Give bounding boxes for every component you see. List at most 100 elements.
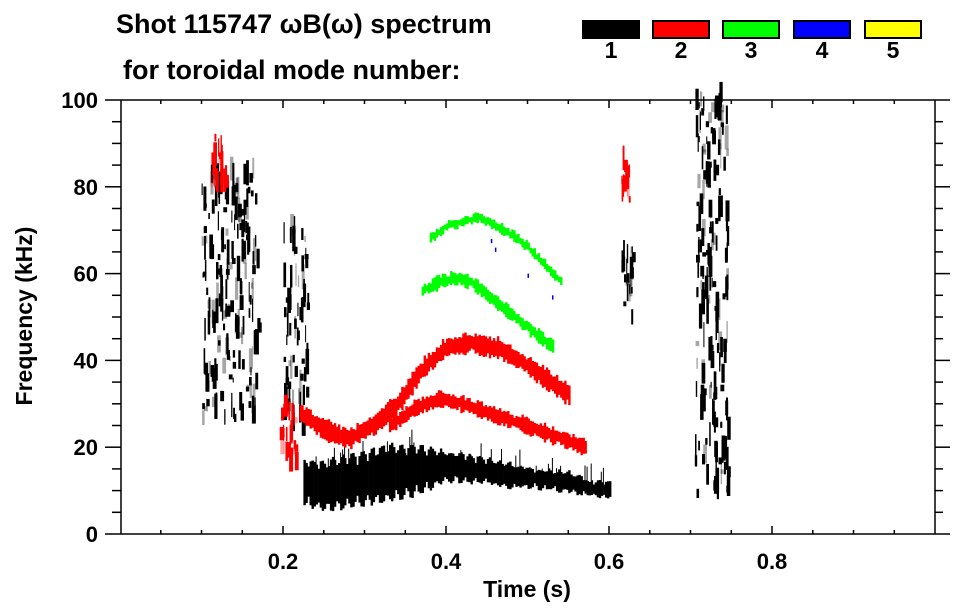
spectral-mark [211, 299, 215, 324]
spectral-mark [294, 451, 299, 471]
spectral-mark [624, 159, 628, 173]
spectral-mark [472, 280, 475, 289]
spectral-mark [233, 407, 235, 420]
spectral-mark [488, 218, 492, 226]
spectral-mark [289, 322, 292, 336]
spectral-mark [578, 437, 581, 452]
spectral-mark [723, 461, 726, 475]
spectral-mark [217, 268, 220, 275]
spectral-mark [299, 307, 302, 321]
spectral-mark [708, 255, 713, 277]
spectral-mark [535, 331, 538, 341]
spectral-mark [214, 358, 217, 368]
spectral-mark [427, 352, 431, 372]
spectral-mark [507, 304, 510, 319]
spectral-mark [237, 197, 241, 222]
spectral-mark [202, 410, 205, 425]
spectral-mark [413, 399, 416, 417]
spectral-mark [240, 281, 243, 295]
spectral-mark [229, 156, 234, 181]
x-tick-label: 0.6 [594, 549, 625, 574]
spectral-mark [572, 434, 575, 451]
spectral-mark [492, 338, 496, 358]
spectral-mark [305, 462, 308, 503]
spectral-mark [229, 262, 233, 270]
spectral-mark [290, 264, 293, 288]
spectral-mark [708, 294, 711, 304]
spectral-mark [462, 454, 465, 481]
spectral-mark [460, 395, 463, 414]
spectral-mark [435, 455, 439, 482]
spectral-mark [250, 367, 252, 376]
spectral-mark [374, 414, 378, 435]
spectral-mark [503, 226, 506, 236]
spectral-mark [712, 398, 714, 424]
spectral-mark [517, 352, 520, 369]
feature-burst [201, 156, 262, 425]
spectral-mark [203, 271, 206, 277]
spectral-mark [309, 461, 312, 506]
spectral-mark [245, 222, 249, 234]
spectral-mark [626, 179, 628, 197]
spectral-mark [287, 381, 292, 390]
spectral-mark [213, 142, 217, 166]
spectral-mark [547, 428, 551, 439]
spectral-mark [464, 400, 467, 410]
spectral-mark [216, 282, 219, 302]
spectral-mark [231, 241, 234, 259]
spectral-mark [564, 432, 567, 449]
spectral-mark [234, 413, 237, 422]
spectral-mark [317, 468, 320, 503]
legend-swatch-2 [652, 20, 710, 39]
spectral-mark [230, 300, 234, 313]
spectral-mark [227, 303, 231, 315]
spectral-mark [241, 219, 245, 238]
spectral-mark [248, 348, 253, 373]
spectral-mark [594, 482, 598, 496]
spectral-mark [293, 409, 295, 426]
spectral-mark [470, 454, 472, 457]
spectral-mark [552, 295, 554, 300]
spectral-mark [313, 461, 316, 507]
spectral-mark [290, 420, 294, 441]
spectral-mark [376, 412, 380, 431]
spectral-mark [726, 485, 730, 493]
spectral-mark [450, 338, 453, 354]
spectral-mark [503, 303, 506, 315]
spectral-mark [232, 184, 236, 202]
spectral-mark [374, 455, 378, 497]
feature-band [303, 429, 612, 512]
spectral-mark [470, 335, 473, 349]
spectral-mark [490, 238, 493, 244]
spectral-mark [710, 127, 714, 134]
spectral-mark [609, 481, 612, 497]
spectral-mark [248, 308, 251, 318]
spectral-mark [225, 337, 230, 356]
spectral-mark [531, 361, 534, 377]
spectral-mark [494, 295, 498, 309]
spectral-mark [700, 394, 704, 420]
spectral-mark [703, 392, 706, 412]
spectral-mark [521, 238, 524, 248]
spectral-mark [525, 320, 528, 330]
spectral-mark [321, 460, 325, 511]
spectral-mark [225, 174, 229, 188]
feature-burst [210, 133, 229, 193]
spectral-mark [210, 170, 213, 188]
spectral-mark [202, 403, 205, 410]
spectral-mark [697, 173, 701, 189]
spectral-mark [505, 302, 508, 318]
spectral-mark [393, 398, 396, 415]
spectral-mark [352, 452, 355, 507]
spectral-mark [505, 228, 508, 236]
spectral-mark [210, 164, 214, 183]
spectral-mark [370, 448, 373, 506]
spectral-mark [503, 464, 505, 466]
spectral-mark [446, 223, 449, 231]
spectral-mark [250, 190, 254, 197]
spectral-mark [701, 362, 706, 384]
spectral-mark [499, 224, 502, 233]
spectral-mark [505, 411, 508, 424]
spectral-mark [537, 253, 541, 263]
spectral-mark [486, 459, 490, 483]
